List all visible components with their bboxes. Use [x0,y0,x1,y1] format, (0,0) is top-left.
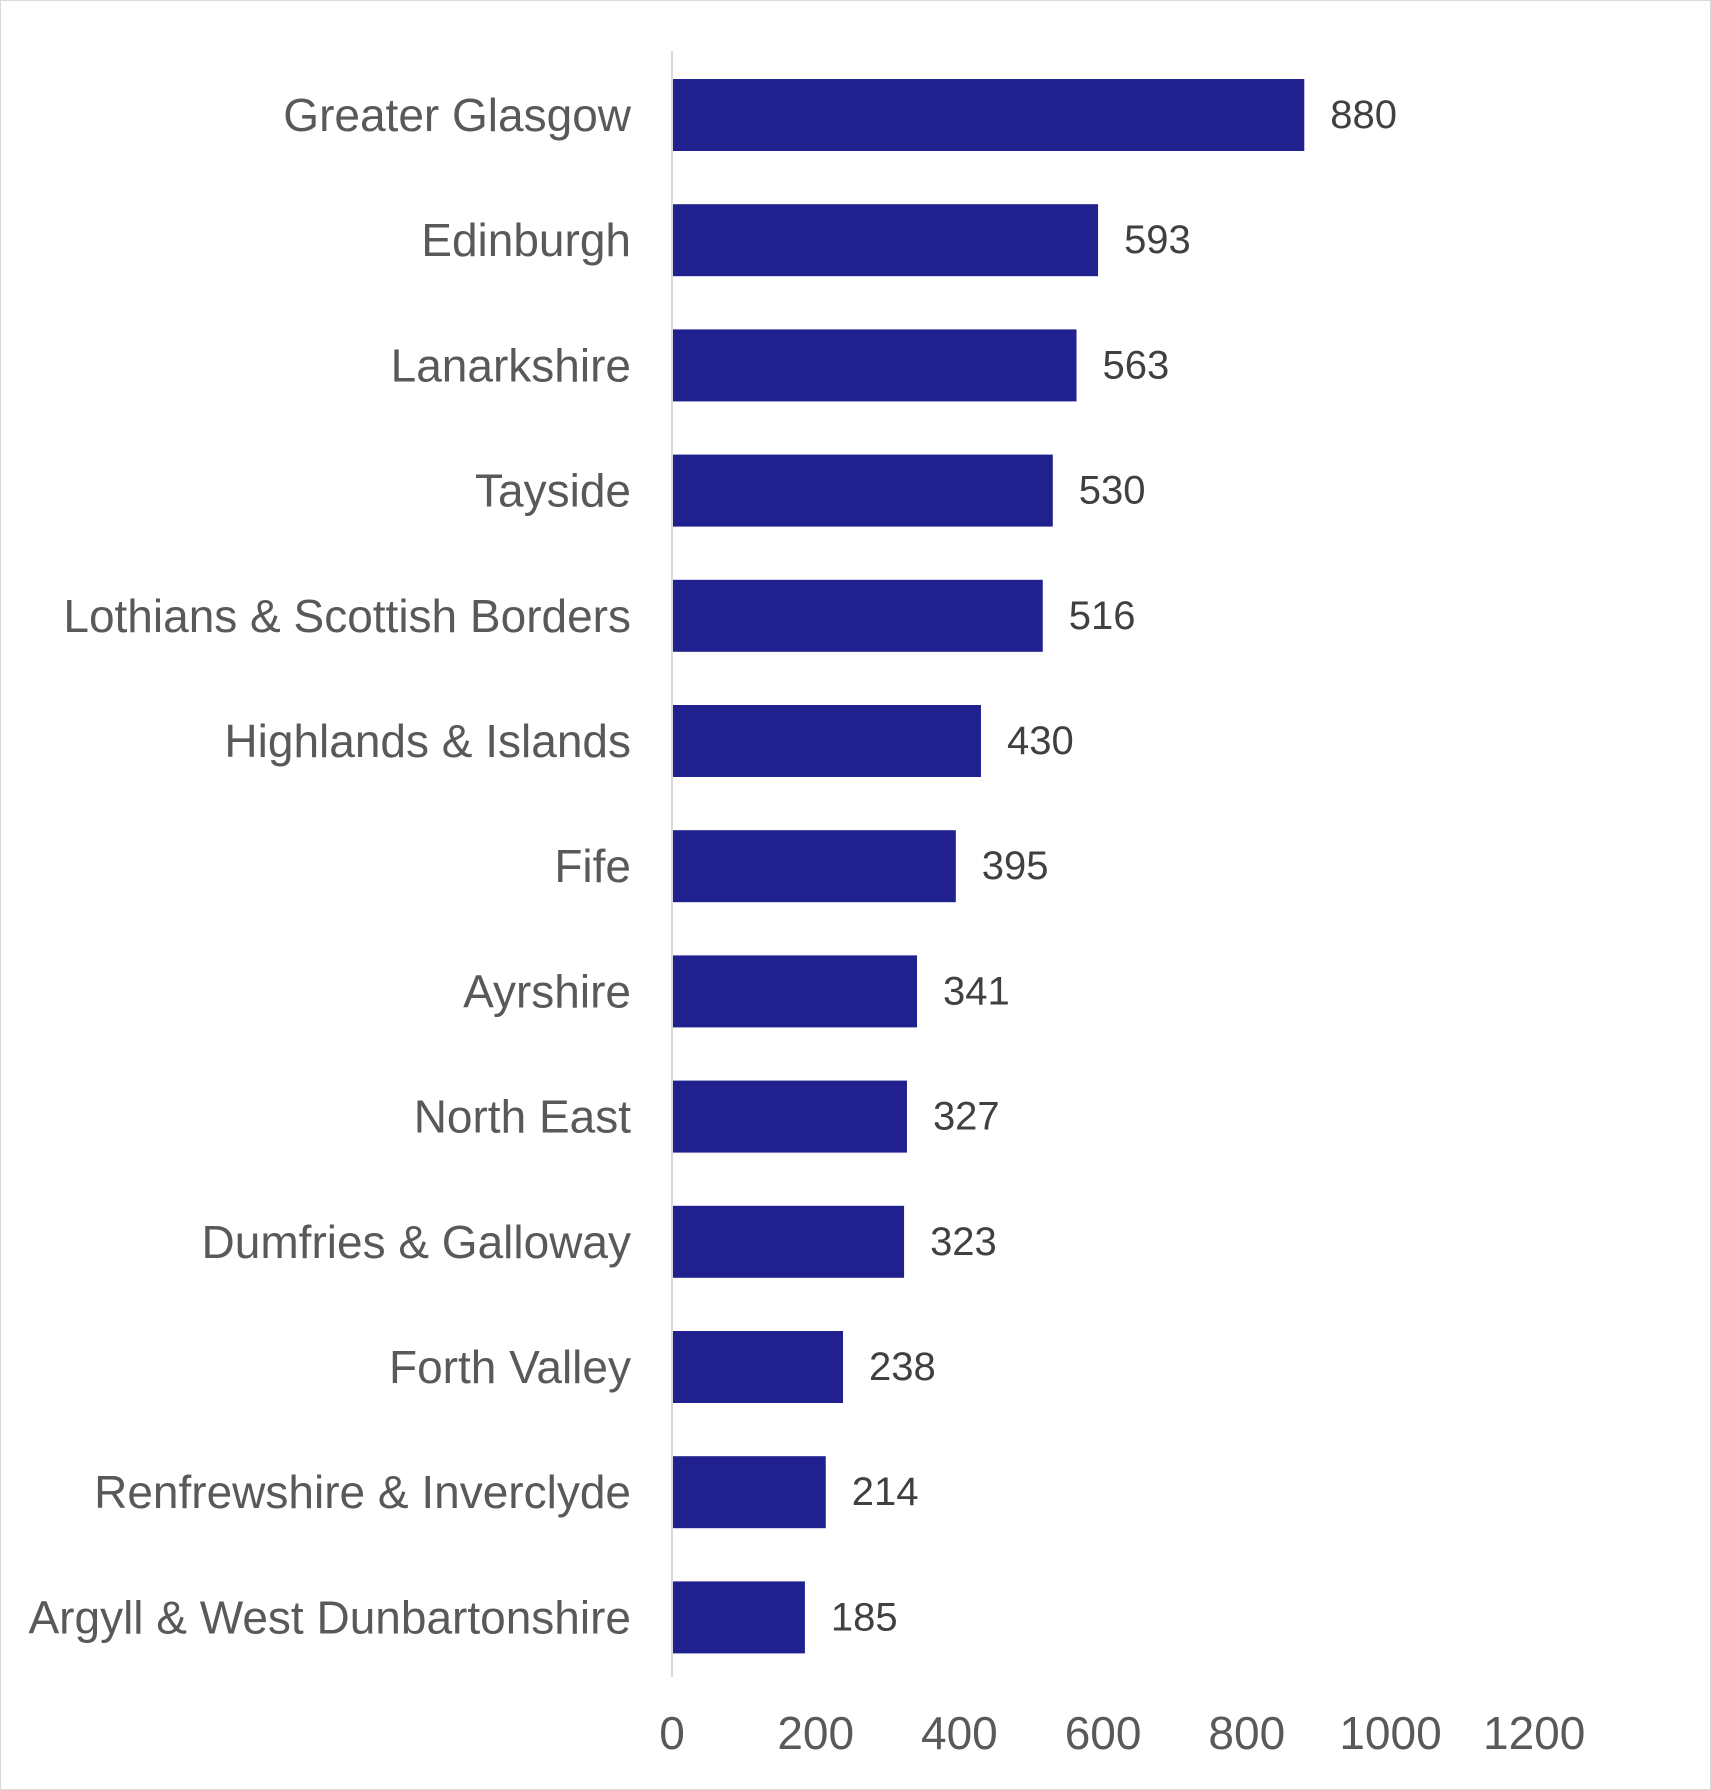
data-label: 395 [982,844,1049,888]
category-label: Highlands & Islands [224,715,631,767]
data-label: 516 [1069,594,1136,638]
data-label: 185 [831,1595,898,1639]
data-labels: 880 593 563 530 516 430 395 341 327 323 238 214 185 [831,93,1397,1639]
data-label: 214 [852,1470,919,1514]
category-label: Greater Glasgow [283,89,631,141]
data-label: 563 [1103,343,1170,387]
data-label: 323 [930,1220,997,1264]
data-label: 530 [1079,469,1146,513]
bar [673,204,1099,277]
category-label: Tayside [475,465,631,517]
data-label: 880 [1330,93,1397,137]
bar [673,1205,905,1278]
data-label: 341 [943,969,1010,1013]
bar [673,454,1053,527]
x-tick-label: 400 [921,1707,998,1759]
category-label: Dumfries & Galloway [202,1216,631,1268]
bars-group [673,79,1305,1654]
x-tick-label: 800 [1208,1707,1285,1759]
category-label: Fife [554,840,631,892]
bar [673,329,1077,402]
category-label: Ayrshire [463,965,631,1017]
data-label: 593 [1124,218,1191,262]
x-tick-label: 1200 [1483,1707,1585,1759]
bar [673,1080,907,1153]
category-label: Lanarkshire [391,339,631,391]
data-label: 430 [1007,719,1074,763]
category-label: Edinburgh [421,214,631,266]
x-tick-label: 0 [659,1707,685,1759]
bar [673,1331,844,1403]
x-axis-tick-labels: 0 200 400 600 800 1000 1200 [659,1707,1585,1759]
category-label: Forth Valley [389,1341,631,1393]
bar [673,1456,826,1529]
x-tick-label: 600 [1065,1707,1142,1759]
bar [673,955,918,1028]
category-labels: Greater Glasgow Edinburgh Lanarkshire Taysi… [28,89,631,1643]
x-tick-label: 200 [777,1707,854,1759]
bar [673,705,981,777]
category-label: Renfrewshire & Inverclyde [94,1466,631,1518]
data-label: 238 [869,1345,936,1389]
bar [673,1581,805,1654]
x-tick-label: 1000 [1339,1707,1441,1759]
bar [673,579,1043,652]
bar [673,79,1305,151]
category-label: North East [414,1091,632,1143]
category-label: Lothians & Scottish Borders [63,590,631,642]
data-label: 327 [933,1095,1000,1139]
bar [673,830,956,903]
category-label: Argyll & West Dunbartonshire [28,1591,631,1643]
